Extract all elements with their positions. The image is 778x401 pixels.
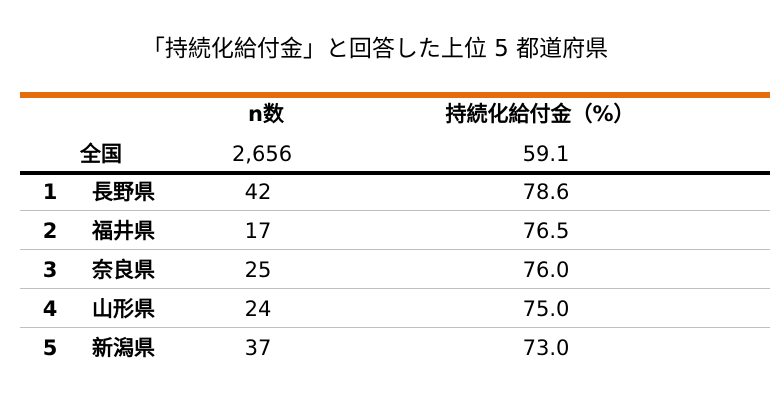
n-value: 42	[244, 180, 272, 204]
rank: 2	[42, 219, 58, 243]
rank: 3	[42, 258, 58, 282]
row-rule	[20, 327, 770, 328]
prefecture: 山形県	[92, 297, 155, 321]
percent-value: 78.6	[522, 180, 570, 204]
total-rule	[20, 171, 770, 175]
n-value: 25	[244, 258, 272, 282]
total-n: 2,656	[231, 142, 293, 166]
total-label: 全国	[80, 142, 122, 166]
prefecture: 奈良県	[92, 258, 155, 282]
n-value: 24	[244, 297, 272, 321]
rank: 1	[42, 180, 58, 204]
percent-value: 76.0	[522, 258, 570, 282]
prefecture: 長野県	[92, 180, 155, 204]
rank: 5	[42, 336, 58, 360]
prefecture: 新潟県	[92, 336, 155, 360]
percent-value: 73.0	[522, 336, 570, 360]
header-cell: n数	[248, 102, 284, 126]
top-rule	[20, 92, 770, 98]
row-rule	[20, 210, 770, 211]
n-value: 37	[244, 336, 272, 360]
header-cell: 持続化給付金（%）	[445, 102, 635, 126]
percent-value: 76.5	[522, 219, 570, 243]
row-rule	[20, 249, 770, 250]
row-rule	[20, 288, 770, 289]
percent-value: 75.0	[522, 297, 570, 321]
total-percent: 59.1	[522, 142, 570, 166]
title: 「持続化給付金」と回答した上位 5 都道府県	[141, 36, 609, 62]
n-value: 17	[244, 219, 272, 243]
rank: 4	[42, 297, 58, 321]
prefecture: 福井県	[92, 219, 155, 243]
